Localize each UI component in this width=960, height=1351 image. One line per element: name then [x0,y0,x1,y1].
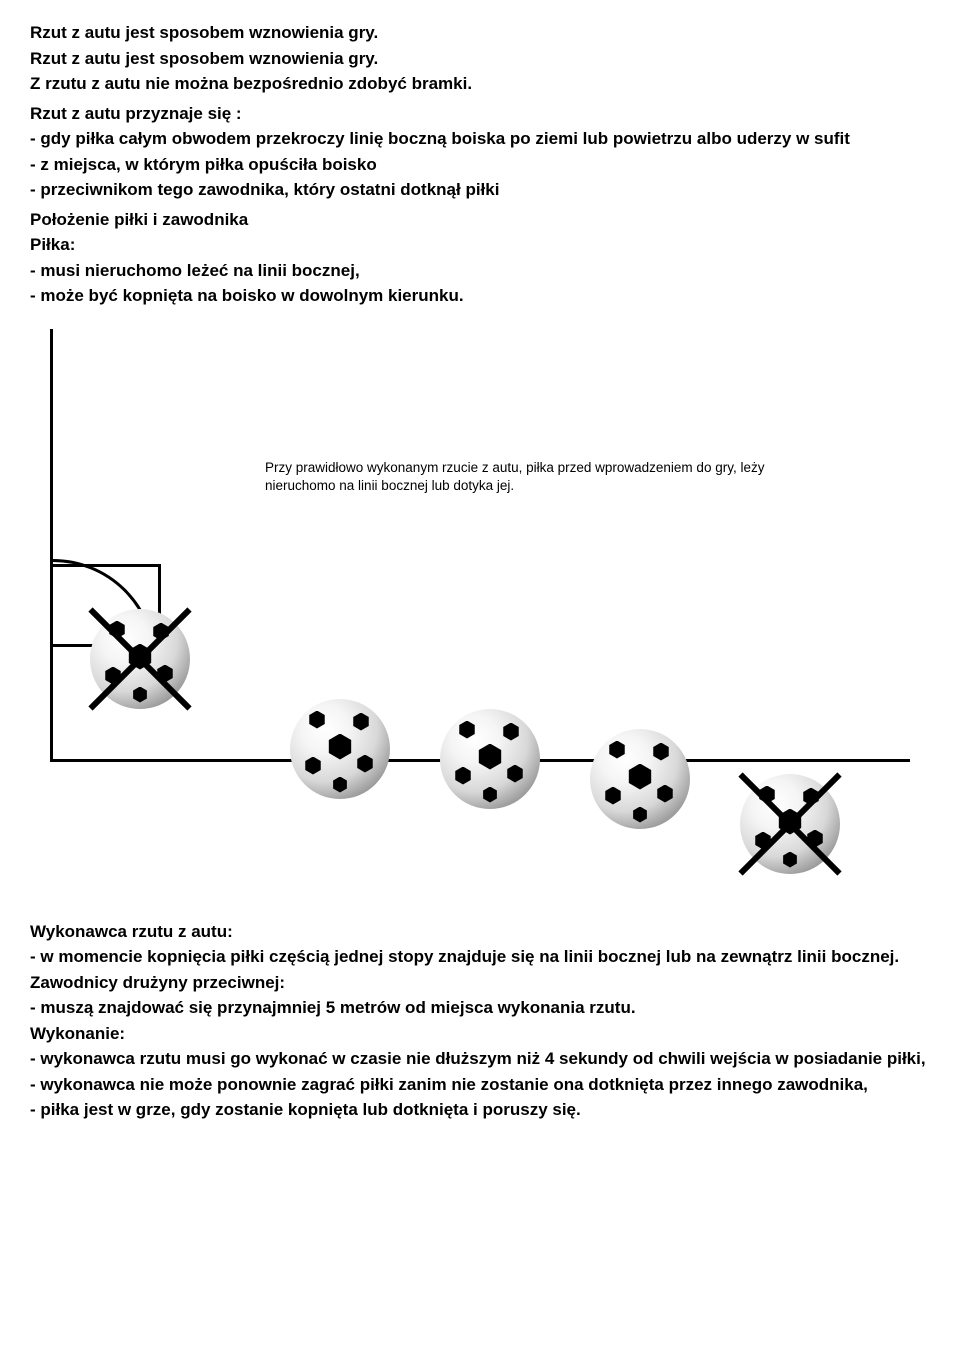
soccer-ball-icon [85,604,195,714]
execution-item3: - piłka jest w grze, gdy zostanie kopnię… [30,1097,930,1123]
field-diagram: Przy prawidłowo wykonanym rzucie z autu,… [30,329,910,889]
opponents-item1: - muszą znajdować się przynajmniej 5 met… [30,995,930,1021]
field-end-line [50,329,53,759]
intro-line2: Rzut z autu jest sposobem wznowienia gry… [30,46,930,72]
bottom-block: Wykonawca rzutu z autu: - w momencie kop… [30,919,930,1123]
intro-block: Rzut z autu jest sposobem wznowienia gry… [30,20,930,309]
executor-item1: - w momencie kopnięcia piłki częścią jed… [30,944,930,970]
execution-heading: Wykonanie: [30,1021,930,1047]
soccer-ball-icon [285,694,395,804]
executor-heading: Wykonawca rzutu z autu: [30,919,930,945]
award-item2: - z miejsca, w którym piłka opuściła boi… [30,152,930,178]
execution-item2: - wykonawca nie może ponownie zagrać pił… [30,1072,930,1098]
soccer-ball-icon [435,704,545,814]
award-item3: - przeciwnikom tego zawodnika, który ost… [30,177,930,203]
ball-item1: - musi nieruchomo leżeć na linii bocznej… [30,258,930,284]
soccer-ball-icon [585,724,695,834]
goal-area-line [50,564,160,567]
ball-heading: Piłka: [30,232,930,258]
award-item1: - gdy piłka całym obwodem przekroczy lin… [30,126,930,152]
intro-line3: Z rzutu z autu nie można bezpośrednio zd… [30,71,930,97]
diagram-caption: Przy prawidłowo wykonanym rzucie z autu,… [265,459,764,497]
intro-line1: Rzut z autu jest sposobem wznowienia gry… [30,20,930,46]
award-heading: Rzut z autu przyznaje się : [30,101,930,127]
position-heading: Położenie piłki i zawodnika [30,207,930,233]
ball-item2: - może być kopnięta na boisko w dowolnym… [30,283,930,309]
execution-item1: - wykonawca rzutu musi go wykonać w czas… [30,1046,930,1072]
opponents-heading: Zawodnicy drużyny przeciwnej: [30,970,930,996]
soccer-ball-icon [735,769,845,879]
